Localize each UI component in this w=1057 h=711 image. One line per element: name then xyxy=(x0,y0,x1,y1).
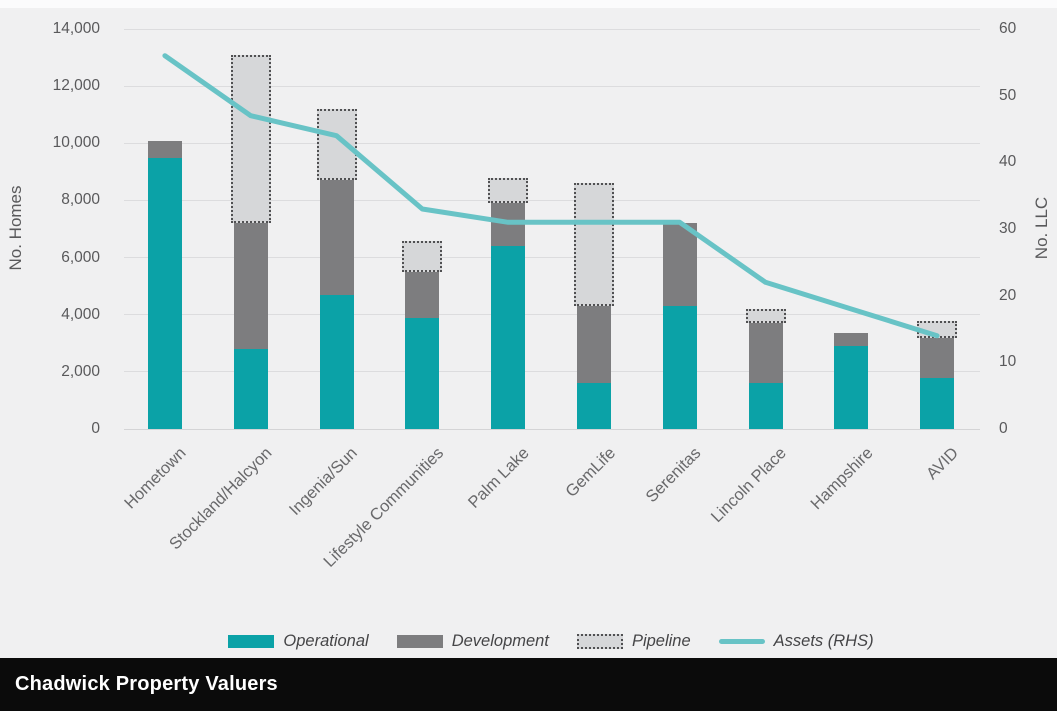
footer-source-label: Chadwick Property Valuers xyxy=(15,673,278,695)
gridline-6000 xyxy=(124,257,980,259)
footer-bar: Chadwick Property Valuers xyxy=(0,658,1057,711)
bar-segment-development-avid xyxy=(920,337,955,378)
bar-segment-pipeline-stockland-halcyon xyxy=(230,54,271,224)
legend-item-development: Development xyxy=(396,631,549,651)
right-axis-title: No. LLC xyxy=(1032,196,1051,260)
gridline-12000 xyxy=(124,85,980,87)
legend: Operational Development Pipeline Assets (RH… xyxy=(122,630,980,652)
bar-group-serenitas xyxy=(660,223,700,429)
bar-segment-operational-palm-lake xyxy=(491,246,526,429)
bar-segment-development-lincoln-place xyxy=(748,323,783,384)
bar-segment-development-hometown xyxy=(147,140,182,158)
x-label-gemlife: GemLife xyxy=(561,444,619,501)
bar-segment-development-serenitas xyxy=(662,223,697,307)
bar-segment-operational-serenitas xyxy=(662,306,697,429)
legend-label-operational: Operational xyxy=(283,631,369,650)
x-label-hometown: Hometown xyxy=(121,444,190,513)
chart-figure: No. Homes No. LLC 0 2,000 4,000 6,000 8,000 1… xyxy=(0,0,1057,652)
right-tick-label-60: 60 xyxy=(999,20,1017,37)
legend-swatch-pipeline-icon xyxy=(576,633,623,649)
bar-group-gemlife xyxy=(573,183,614,429)
bar-segment-development-gemlife xyxy=(576,306,611,384)
bar-segment-operational-lincoln-place xyxy=(748,383,783,429)
x-label-ingenia-sun: Ingenia/Sun xyxy=(286,444,362,520)
legend-item-operational: Operational xyxy=(228,631,369,651)
left-tick-label-6000: 6,000 xyxy=(61,248,100,266)
left-tick-label-12000: 12,000 xyxy=(52,77,100,95)
legend-item-assets: Assets (RHS) xyxy=(718,631,874,651)
gridline-10000 xyxy=(124,142,980,144)
x-label-lifestyle-communities: Lifestyle Communities xyxy=(320,444,448,571)
bar-segment-operational-lifestyle-communities xyxy=(405,317,440,429)
bar-group-hometown xyxy=(145,140,185,429)
bar-segment-operational-stockland-halcyon xyxy=(233,349,268,429)
x-label-hampshire: Hampshire xyxy=(806,444,877,514)
x-label-serenitas: Serenitas xyxy=(642,444,705,507)
bar-segment-pipeline-gemlife xyxy=(573,183,614,307)
right-tick-label-0: 0 xyxy=(999,420,1008,437)
legend-swatch-operational-icon xyxy=(228,634,275,648)
x-label-avid: AVID xyxy=(922,444,962,484)
bar-segment-development-ingenia-sun xyxy=(319,180,354,295)
assets-line-svg xyxy=(162,53,940,339)
bar-segment-operational-ingenia-sun xyxy=(319,294,354,429)
legend-swatch-assets-icon xyxy=(718,638,765,644)
bar-segment-operational-hampshire xyxy=(834,346,869,429)
gridline-0 xyxy=(124,428,980,430)
bar-segment-pipeline-palm-lake xyxy=(488,177,529,204)
bar-group-lincoln-place xyxy=(745,309,786,429)
legend-label-assets: Assets (RHS) xyxy=(773,631,874,650)
left-tick-label-2000: 2,000 xyxy=(61,362,100,380)
bar-segment-pipeline-lincoln-place xyxy=(745,309,786,324)
bar-segment-operational-hometown xyxy=(147,157,182,429)
bar-group-lifestyle-communities xyxy=(402,240,443,429)
x-label-lincoln-place: Lincoln Place xyxy=(708,444,791,527)
legend-item-pipeline: Pipeline xyxy=(576,631,691,651)
bar-segment-pipeline-lifestyle-communities xyxy=(402,240,443,272)
legend-label-development: Development xyxy=(451,631,549,650)
left-tick-label-14000: 14,000 xyxy=(52,20,100,37)
right-tick-label-30: 30 xyxy=(999,220,1017,237)
legend-label-pipeline: Pipeline xyxy=(631,631,691,650)
bar-segment-operational-avid xyxy=(920,377,955,429)
bar-segment-development-stockland-halcyon xyxy=(233,223,268,349)
right-tick-label-40: 40 xyxy=(999,153,1017,171)
left-tick-label-8000: 8,000 xyxy=(61,191,100,209)
bar-segment-development-lifestyle-communities xyxy=(405,271,440,318)
gridline-8000 xyxy=(124,199,980,201)
bar-group-hampshire xyxy=(831,333,871,429)
x-label-stockland-halcyon: Stockland/Halcyon xyxy=(166,444,276,554)
top-margin-strip xyxy=(0,0,1057,8)
right-tick-label-50: 50 xyxy=(999,86,1017,104)
right-tick-label-20: 20 xyxy=(999,286,1017,304)
left-tick-label-4000: 4,000 xyxy=(61,305,100,323)
x-label-palm-lake: Palm Lake xyxy=(464,444,533,512)
bar-segment-development-hampshire xyxy=(834,333,869,347)
left-axis-title: No. Homes xyxy=(6,185,25,271)
gridline-2000 xyxy=(124,371,980,373)
left-tick-label-0: 0 xyxy=(91,420,100,437)
assets-line xyxy=(162,53,940,339)
left-tick-label-10000: 10,000 xyxy=(52,134,100,152)
gridline-4000 xyxy=(124,314,980,316)
bar-group-stockland-halcyon xyxy=(230,54,271,429)
legend-swatch-development-icon xyxy=(396,634,443,648)
gridline-14000 xyxy=(124,28,980,30)
bar-group-avid xyxy=(917,320,958,429)
right-tick-label-10: 10 xyxy=(999,353,1017,371)
bar-group-palm-lake xyxy=(488,177,529,429)
plot-area xyxy=(122,28,980,430)
bar-segment-operational-gemlife xyxy=(576,383,611,429)
